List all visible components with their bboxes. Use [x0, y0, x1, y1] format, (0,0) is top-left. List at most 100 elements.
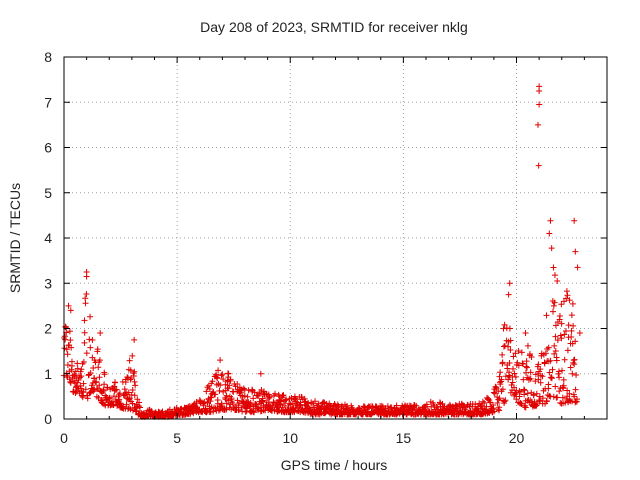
data-point: [548, 375, 555, 382]
data-point: [546, 369, 553, 376]
data-point: [132, 382, 139, 389]
data-point: [66, 328, 73, 335]
data-point: [567, 364, 574, 371]
y-tick-label: 7: [44, 94, 52, 110]
data-point: [563, 288, 570, 295]
data-point: [521, 387, 528, 394]
data-point: [527, 369, 534, 376]
data-point: [491, 390, 498, 397]
data-point: [212, 391, 219, 398]
data-point: [223, 392, 230, 399]
data-point: [499, 351, 506, 358]
data-point: [524, 364, 531, 371]
data-point: [487, 399, 494, 406]
data-point: [129, 400, 136, 407]
data-point: [126, 395, 133, 402]
data-point: [257, 370, 264, 377]
data-point: [562, 399, 569, 406]
data-point: [95, 364, 102, 371]
data-point: [87, 313, 94, 320]
data-point: [81, 317, 88, 324]
data-point: [223, 406, 230, 413]
data-point: [123, 401, 130, 408]
data-point: [89, 336, 96, 343]
data-point: [216, 387, 223, 394]
data-point: [312, 398, 319, 405]
data-point: [213, 371, 220, 378]
data-point: [562, 328, 569, 335]
data-point: [558, 335, 565, 342]
data-point: [100, 387, 107, 394]
data-point: [497, 369, 504, 376]
data-point: [545, 381, 552, 388]
data-point: [80, 358, 87, 365]
data-point: [83, 273, 90, 280]
data-point: [384, 403, 391, 410]
data-point: [571, 356, 578, 363]
y-tick-label: 3: [44, 275, 52, 291]
data-point: [82, 300, 89, 307]
data-point: [214, 375, 221, 382]
data-point: [539, 395, 546, 402]
data-point: [80, 389, 87, 396]
data-point: [110, 393, 117, 400]
data-point: [67, 307, 74, 314]
data-point: [546, 230, 553, 237]
data-point: [517, 400, 524, 407]
data-point: [535, 361, 542, 368]
data-point: [225, 397, 232, 404]
x-tick-label: 0: [60, 430, 68, 446]
data-point: [501, 342, 508, 349]
data-point: [64, 362, 71, 369]
data-point: [568, 312, 575, 319]
data-point: [490, 389, 497, 396]
data-point: [87, 370, 94, 377]
data-point: [496, 395, 503, 402]
data-point: [94, 346, 101, 353]
data-point: [81, 329, 88, 336]
data-point: [129, 386, 136, 393]
data-point: [479, 398, 486, 405]
data-point: [96, 357, 103, 364]
data-point: [129, 352, 136, 359]
data-point: [534, 121, 541, 128]
data-point: [536, 398, 543, 405]
data-point: [552, 322, 559, 329]
data-point: [229, 401, 236, 408]
data-point: [228, 395, 235, 402]
data-point: [97, 330, 104, 337]
data-point: [499, 386, 506, 393]
data-point: [413, 402, 420, 409]
data-point: [554, 337, 561, 344]
data-point: [501, 321, 508, 328]
x-tick-label: 10: [282, 430, 298, 446]
data-point: [514, 359, 521, 366]
data-point: [388, 404, 395, 411]
data-point: [528, 354, 535, 361]
data-point: [523, 363, 530, 370]
data-point: [62, 323, 69, 330]
data-point: [226, 382, 233, 389]
data-point: [550, 308, 557, 315]
data-point: [507, 337, 514, 344]
data-point: [137, 404, 144, 411]
data-point: [272, 390, 279, 397]
data-point: [126, 357, 133, 364]
data-point: [289, 400, 296, 407]
data-point: [241, 392, 248, 399]
data-point: [520, 360, 527, 367]
data-point: [131, 378, 138, 385]
data-point: [78, 388, 85, 395]
data-point: [560, 376, 567, 383]
data-point: [244, 393, 251, 400]
data-point: [297, 401, 304, 408]
data-point: [572, 338, 579, 345]
data-point: [101, 371, 108, 378]
data-point: [78, 373, 85, 380]
data-point: [279, 404, 286, 411]
data-point: [234, 380, 241, 387]
data-point: [499, 359, 506, 366]
data-point: [242, 408, 249, 415]
data-point: [496, 407, 503, 414]
